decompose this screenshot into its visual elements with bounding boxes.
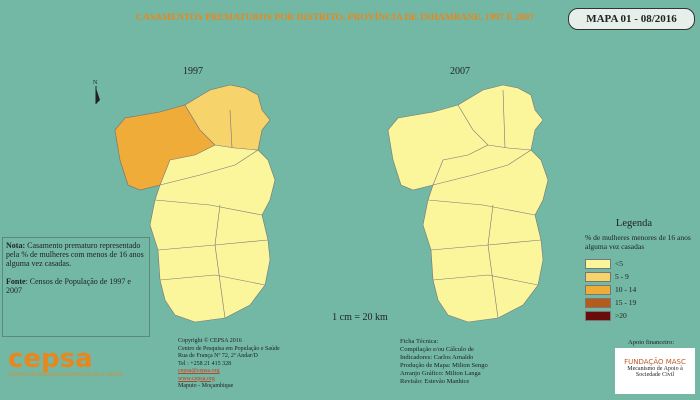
credit-line: Maputo - Moçambique <box>178 383 234 389</box>
sponsor-logo: FUNDAÇÃO MASC Mecanismo de Apoio à Socie… <box>615 348 695 394</box>
technical-line: Revisão: Estevão Manhice <box>400 378 470 385</box>
map-year: 1997 <box>183 66 203 77</box>
credit-line: Tel : +258 21 415 328 <box>178 360 232 367</box>
technical-sheet: Ficha Técnica: Compilação e/ou Cálculo de… <box>400 338 560 386</box>
note-label: Nota: <box>6 241 26 250</box>
credit-line: Copyright © CEPSA 2016 <box>178 338 242 344</box>
north-arrow <box>96 88 100 104</box>
map-year: 2007 <box>450 66 470 77</box>
map-id: MAPA 01 - 08/2016 <box>568 8 695 30</box>
legend-item: >20 <box>585 309 693 322</box>
legend-item: 5 - 9 <box>585 270 693 283</box>
credit-line: www.cepsa.org <box>178 375 215 382</box>
technical-line: Produção de Mapa: Milton Sengo <box>400 362 488 369</box>
technical-line: Compilação e/ou Cálculo de <box>400 346 474 353</box>
district-area <box>114 104 216 191</box>
legend-swatch <box>585 271 611 282</box>
note-text: Casamento prematuro representado pela % … <box>6 241 144 268</box>
legend-swatch <box>585 284 611 295</box>
technical-line: Indicadores: Carlos Arnaldo <box>400 354 474 361</box>
title: CASAMENTOS PREMATUROS POR DISTRITO, PROV… <box>135 13 535 23</box>
legend-label: >20 <box>615 311 627 320</box>
credit-line: cepsa@cepsa.org <box>178 368 220 374</box>
map-2007 <box>387 84 549 323</box>
legend-subtitle: % de mulheres menores de 16 anos alguma … <box>585 233 691 251</box>
logo: cepsa CENTRO DE PESQUISA EM POPULAÇÃO E … <box>8 345 168 378</box>
logo-tagline: CENTRO DE PESQUISA EM POPULAÇÃO E SAÚDE <box>8 373 124 378</box>
legend-label: 15 - 19 <box>615 298 637 307</box>
legend-label: 10 - 14 <box>615 285 637 294</box>
logo-name: cepsa <box>8 344 93 374</box>
sponsor-label: Apoio financeiro: <box>628 339 675 346</box>
legend-item: <5 <box>585 257 693 270</box>
legend: Legenda % de mulheres menores de 16 anos… <box>575 218 693 330</box>
technical-line: Arranjo Gráfico: Milton Langa <box>400 370 481 377</box>
sponsor-tagline: Mecanismo de Apoio à Sociedade Civil <box>627 366 683 378</box>
district-border <box>154 109 269 319</box>
credits: Copyright © CEPSA 2016 Centro de Pesquisa… <box>178 338 338 391</box>
map-1997 <box>114 84 276 323</box>
legend-label: 5 - 9 <box>615 272 629 281</box>
scale: 1 cm = 20 km <box>332 312 388 323</box>
note: Nota: Casamento prematuro representado p… <box>2 237 150 337</box>
legend-items: <5 5 - 9 10 - 14 15 - 19 >20 <box>575 257 693 322</box>
district-border <box>427 89 542 319</box>
legend-item: 10 - 14 <box>585 283 693 296</box>
legend-item: 15 - 19 <box>585 296 693 309</box>
sponsor-name: FUNDAÇÃO MASC <box>624 358 686 366</box>
legend-swatch <box>585 297 611 308</box>
north-label: N <box>93 80 98 86</box>
legend-swatch <box>585 310 611 321</box>
legend-label: <5 <box>615 259 623 268</box>
credit-line: Rua de França Nº 72, 2º Andar/D <box>178 353 258 359</box>
legend-swatch <box>585 258 611 269</box>
credit-line: Centro de Pesquisa em População e Saúde <box>178 345 280 352</box>
technical-line: Ficha Técnica: <box>400 338 439 345</box>
district-area <box>184 84 271 151</box>
source-label: Fonte <box>6 277 26 286</box>
legend-title: Legenda <box>615 218 653 229</box>
source-text: : Censos de População de 1997 e 2007 <box>6 277 131 295</box>
